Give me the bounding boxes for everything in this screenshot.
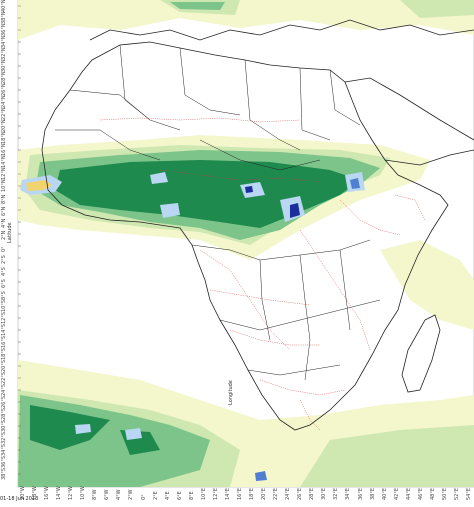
lon-tick-label: 14°E (224, 487, 231, 500)
madagascar-coastline (401, 314, 441, 393)
lon-tick-label: 52°E (453, 487, 460, 500)
lon-tick-label: 36°E (357, 487, 364, 500)
lon-tick-label: 8°E (188, 491, 195, 500)
admin-borders (99, 117, 426, 431)
lon-tick-label: 18°E (249, 487, 256, 500)
lon-tick-label: 54°E (466, 487, 472, 500)
lon-tick-label: 50°E (441, 487, 448, 500)
lon-tick-label: 2°W (128, 489, 135, 500)
africa-coastline (41, 41, 449, 431)
lon-tick-label: 16°E (236, 487, 243, 500)
lon-tick-label: 32°E (333, 487, 340, 500)
lon-tick-label: 38°E (369, 487, 376, 500)
lon-tick-label: 46°E (417, 487, 424, 500)
y-axis-title: Latitude (7, 222, 13, 243)
lon-tick-label: 28°E (309, 487, 316, 500)
lon-tick-label: 8°W (92, 489, 99, 500)
country-borders (55, 44, 381, 381)
lon-tick-label: 6°W (104, 489, 111, 500)
date-stamp: 01-18 Jun 2013 (0, 496, 39, 502)
lon-tick-label: 4°W (116, 489, 123, 500)
lon-tick-label: 14°W (56, 486, 63, 500)
blue-rain-layer (75, 172, 365, 481)
europe-coastline (89, 19, 474, 41)
arabia-coastline (344, 77, 474, 166)
lon-tick-label: 26°E (297, 487, 304, 500)
lon-tick-label: 16°W (44, 486, 51, 500)
lon-tick-label: 20°E (261, 487, 268, 500)
lon-tick-label: 34°E (345, 487, 352, 500)
lat-tick-label: 38°S (1, 467, 7, 480)
lon-tick-label: 2°E (152, 491, 159, 500)
lon-tick-label: 44°E (405, 487, 412, 500)
lon-tick-label: 4°E (164, 491, 171, 500)
lon-tick-label: 10°E (200, 487, 207, 500)
lon-tick-label: 48°E (429, 487, 436, 500)
lat-tick-marks (18, 5, 21, 475)
lon-tick-label: 42°E (393, 487, 400, 500)
lon-tick-label: 40°E (381, 487, 388, 500)
lon-tick-label: 30°E (321, 487, 328, 500)
lon-tick-label: 10°W (80, 486, 87, 500)
lon-tick-label: 24°E (285, 487, 292, 500)
coastal-intense-rain (20, 175, 62, 195)
lon-tick-label: 12°E (212, 487, 219, 500)
lon-tick-label: 0° (140, 494, 147, 500)
lon-tick-label: 6°E (176, 491, 183, 500)
x-axis-title: Longitude (228, 380, 234, 405)
lon-tick-label: 22°E (273, 487, 280, 500)
lon-tick-label: 12°W (68, 486, 75, 500)
